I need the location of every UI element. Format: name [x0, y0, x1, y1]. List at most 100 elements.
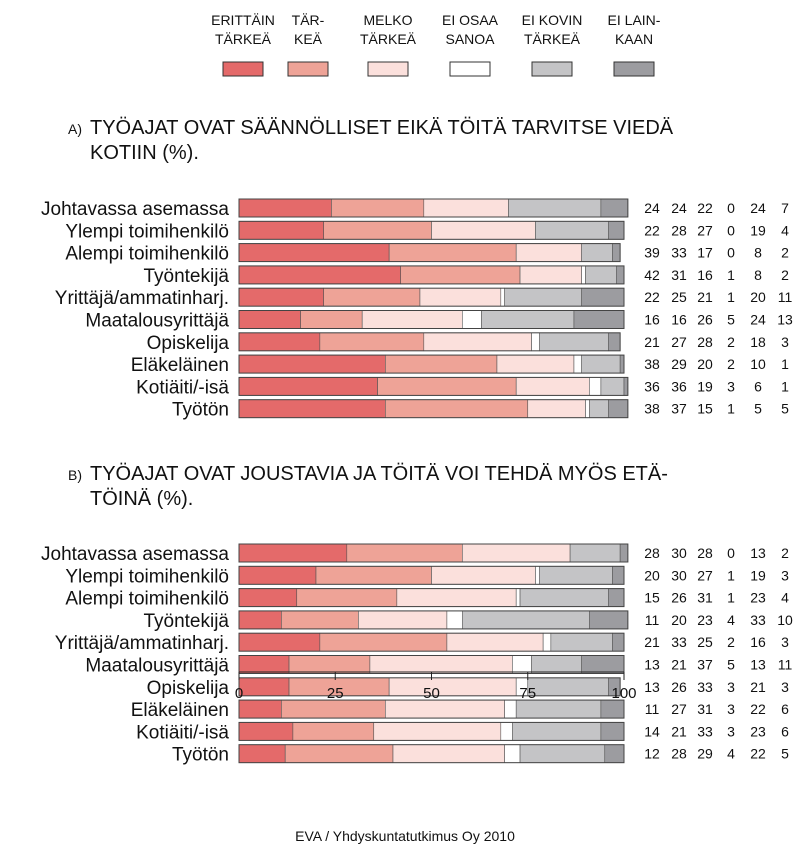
value-label: 13	[644, 657, 660, 673]
legend-swatch	[222, 61, 264, 77]
value-label: 39	[644, 245, 660, 261]
category-label: Eläkeläinen	[131, 355, 229, 376]
value-label: 20	[644, 567, 660, 583]
x-tick-label: 50	[423, 685, 440, 702]
value-label: 1	[727, 289, 735, 305]
legend-label: TÄRKEÄ	[360, 31, 417, 47]
value-label: 10	[750, 356, 766, 372]
bar-segment	[608, 221, 625, 240]
value-label: 2	[781, 245, 789, 261]
bar-segment	[581, 265, 586, 285]
bar-segment	[573, 354, 582, 374]
value-label: 24	[750, 312, 766, 328]
value-label: 3	[727, 679, 735, 695]
bar-segment	[608, 399, 629, 419]
bar-segment	[615, 265, 625, 285]
bar-segment	[519, 265, 582, 285]
value-label: 12	[644, 746, 660, 762]
bar-outline	[238, 699, 625, 719]
bar-segment	[319, 632, 448, 652]
x-axis: 0 25 50 75 100	[235, 671, 637, 702]
bar-segment	[515, 588, 521, 607]
value-label: 1	[781, 378, 789, 394]
value-label: 16	[644, 312, 660, 328]
value-label: 1	[727, 401, 735, 417]
bar-segment	[531, 332, 540, 352]
legend-label: TÄR-	[292, 12, 325, 28]
bar-segment	[569, 543, 621, 563]
legend-label: MELKO	[363, 12, 412, 28]
value-label: 3	[727, 723, 735, 739]
bar-outline	[238, 543, 629, 563]
bar-outline	[238, 399, 629, 419]
value-label: 30	[671, 567, 687, 583]
bar-segment	[623, 377, 629, 396]
value-label: 5	[781, 746, 789, 762]
bar-segment	[585, 265, 617, 285]
bar-segment	[508, 198, 602, 218]
value-label: 29	[671, 356, 687, 372]
bar-segment	[581, 354, 621, 374]
bar-segment	[396, 588, 517, 607]
bar-segment	[600, 722, 625, 741]
bar-segment	[369, 655, 513, 674]
bar-outline	[238, 287, 625, 307]
bar-segment	[604, 744, 625, 764]
value-label: 37	[697, 657, 713, 673]
category-label: Eläkeläinen	[131, 700, 229, 721]
legend-swatch	[287, 61, 329, 77]
legend-label: TÄRKEÄ	[524, 31, 581, 47]
value-label: 30	[671, 545, 687, 561]
value-label: 11	[778, 289, 793, 305]
bar-outline	[238, 332, 621, 352]
value-label: 26	[697, 312, 713, 328]
value-label: 10	[777, 612, 793, 628]
source-caption: EVA / Yhdyskuntatutkimus Oy 2010	[295, 828, 515, 844]
bar-row-kotiaiti-isa: Kotiäiti/-isä 14 21 33 3 23 6	[136, 721, 789, 743]
panel-title: TÖINÄ (%).	[90, 488, 193, 510]
value-label: 5	[781, 401, 789, 417]
value-label: 13	[750, 545, 766, 561]
bar-segment	[373, 722, 502, 741]
value-label: 3	[781, 679, 789, 695]
panel-a: A) TYÖAJAT OVAT SÄÄNNÖLLISET EIKÄ TÖITÄ T…	[41, 117, 793, 421]
category-label: Alempi toimihenkilö	[65, 589, 229, 610]
value-label: 8	[754, 245, 762, 261]
bar-segment	[238, 377, 378, 396]
panel-title: KOTIIN (%).	[90, 142, 199, 164]
value-label: 33	[697, 679, 713, 695]
bar-outline	[238, 632, 625, 652]
value-label: 2	[781, 267, 789, 283]
legend-label: EI OSAA	[442, 12, 499, 28]
value-label: 38	[644, 356, 660, 372]
legend-swatch	[449, 61, 491, 77]
bar-segment	[238, 332, 321, 352]
value-label: 23	[750, 723, 766, 739]
bar-segment	[323, 287, 421, 307]
bar-outline	[238, 588, 625, 608]
bar-segment	[423, 332, 532, 352]
bar-segment	[300, 310, 363, 329]
value-label: 22	[644, 289, 660, 305]
bar-segment	[238, 744, 286, 764]
value-label: 0	[727, 245, 735, 261]
value-label: 0	[727, 200, 735, 216]
bar-segment	[238, 310, 301, 329]
bar-segment	[500, 287, 505, 307]
bar-segment	[319, 332, 425, 352]
value-label: 6	[754, 378, 762, 394]
bar-segment	[238, 543, 348, 563]
bar-row-tyontekija: Työntekijä 42 31 16 1 8 2	[143, 265, 789, 287]
bar-row-opiskelija: Opiskelija 21 27 28 2 18 3	[147, 332, 789, 354]
bar-segment	[431, 565, 536, 585]
bar-segment	[281, 699, 386, 719]
value-label: 27	[697, 567, 713, 583]
value-label: 22	[697, 200, 713, 216]
value-label: 13	[750, 657, 766, 673]
bar-segment	[392, 744, 505, 764]
bar-segment	[496, 354, 575, 374]
bar-segment	[238, 588, 298, 607]
value-label: 6	[781, 701, 789, 717]
bar-segment	[504, 287, 582, 307]
